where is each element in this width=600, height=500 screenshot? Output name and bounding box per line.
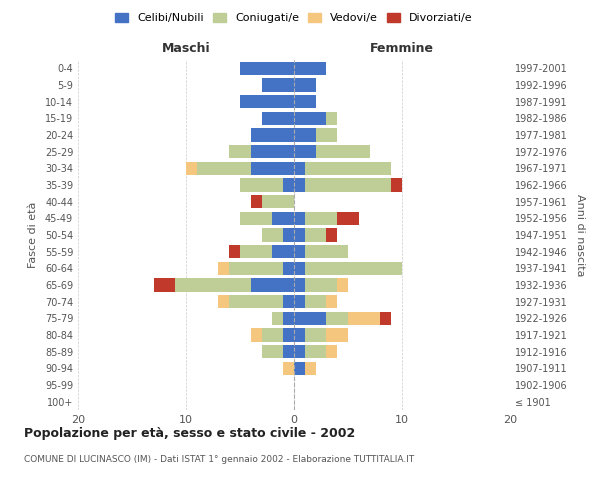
Bar — [218, 262, 229, 275]
Bar — [305, 245, 348, 258]
Bar — [283, 228, 294, 241]
Bar — [251, 128, 294, 141]
Bar — [294, 328, 305, 342]
Bar — [294, 312, 326, 325]
Bar — [251, 162, 294, 175]
Text: Maschi: Maschi — [161, 42, 211, 55]
Bar — [326, 312, 348, 325]
Bar — [294, 62, 326, 75]
Bar — [175, 278, 251, 291]
Bar — [294, 95, 316, 108]
Bar — [326, 295, 337, 308]
Bar — [294, 178, 305, 192]
Bar — [272, 212, 294, 225]
Bar — [337, 212, 359, 225]
Bar — [251, 328, 262, 342]
Bar — [240, 245, 272, 258]
Bar — [294, 345, 305, 358]
Bar — [326, 328, 348, 342]
Bar — [305, 345, 326, 358]
Bar — [262, 328, 283, 342]
Bar — [337, 278, 348, 291]
Bar — [229, 295, 283, 308]
Bar — [240, 95, 294, 108]
Bar — [283, 312, 294, 325]
Bar — [391, 178, 402, 192]
Bar — [283, 328, 294, 342]
Bar — [229, 145, 251, 158]
Bar — [316, 145, 370, 158]
Bar — [326, 345, 337, 358]
Bar — [251, 278, 294, 291]
Y-axis label: Fasce di età: Fasce di età — [28, 202, 38, 268]
Bar — [305, 212, 337, 225]
Bar — [240, 212, 272, 225]
Bar — [251, 145, 294, 158]
Bar — [326, 228, 337, 241]
Bar — [294, 212, 305, 225]
Bar — [294, 262, 305, 275]
Bar — [305, 295, 326, 308]
Bar — [283, 362, 294, 375]
Bar — [305, 278, 337, 291]
Bar — [262, 345, 283, 358]
Bar — [229, 262, 283, 275]
Bar — [294, 228, 305, 241]
Bar — [316, 128, 337, 141]
Bar — [380, 312, 391, 325]
Bar — [305, 328, 326, 342]
Text: COMUNE DI LUCINASCO (IM) - Dati ISTAT 1° gennaio 2002 - Elaborazione TUTTITALIA.: COMUNE DI LUCINASCO (IM) - Dati ISTAT 1°… — [24, 455, 414, 464]
Bar — [197, 162, 251, 175]
Legend: Celibi/Nubili, Coniugati/e, Vedovi/e, Divorziati/e: Celibi/Nubili, Coniugati/e, Vedovi/e, Di… — [111, 8, 477, 28]
Text: Femmine: Femmine — [370, 42, 434, 55]
Text: Popolazione per età, sesso e stato civile - 2002: Popolazione per età, sesso e stato civil… — [24, 428, 355, 440]
Bar — [294, 162, 305, 175]
Bar — [294, 295, 305, 308]
Bar — [294, 278, 305, 291]
Bar — [262, 112, 294, 125]
Y-axis label: Anni di nascita: Anni di nascita — [575, 194, 584, 276]
Bar — [294, 112, 326, 125]
Bar — [283, 262, 294, 275]
Bar — [251, 195, 262, 208]
Bar — [294, 362, 305, 375]
Bar — [305, 262, 402, 275]
Bar — [294, 78, 316, 92]
Bar — [272, 312, 283, 325]
Bar — [305, 362, 316, 375]
Bar — [186, 162, 197, 175]
Bar — [283, 345, 294, 358]
Bar — [262, 78, 294, 92]
Bar — [294, 128, 316, 141]
Bar — [218, 295, 229, 308]
Bar — [229, 245, 240, 258]
Bar — [240, 62, 294, 75]
Bar — [294, 245, 305, 258]
Bar — [262, 228, 283, 241]
Bar — [294, 145, 316, 158]
Bar — [305, 228, 326, 241]
Bar — [240, 178, 283, 192]
Bar — [305, 162, 391, 175]
Bar — [283, 178, 294, 192]
Bar — [283, 295, 294, 308]
Bar — [272, 245, 294, 258]
Bar — [326, 112, 337, 125]
Bar — [262, 195, 294, 208]
Bar — [154, 278, 175, 291]
Bar — [305, 178, 391, 192]
Bar — [348, 312, 380, 325]
